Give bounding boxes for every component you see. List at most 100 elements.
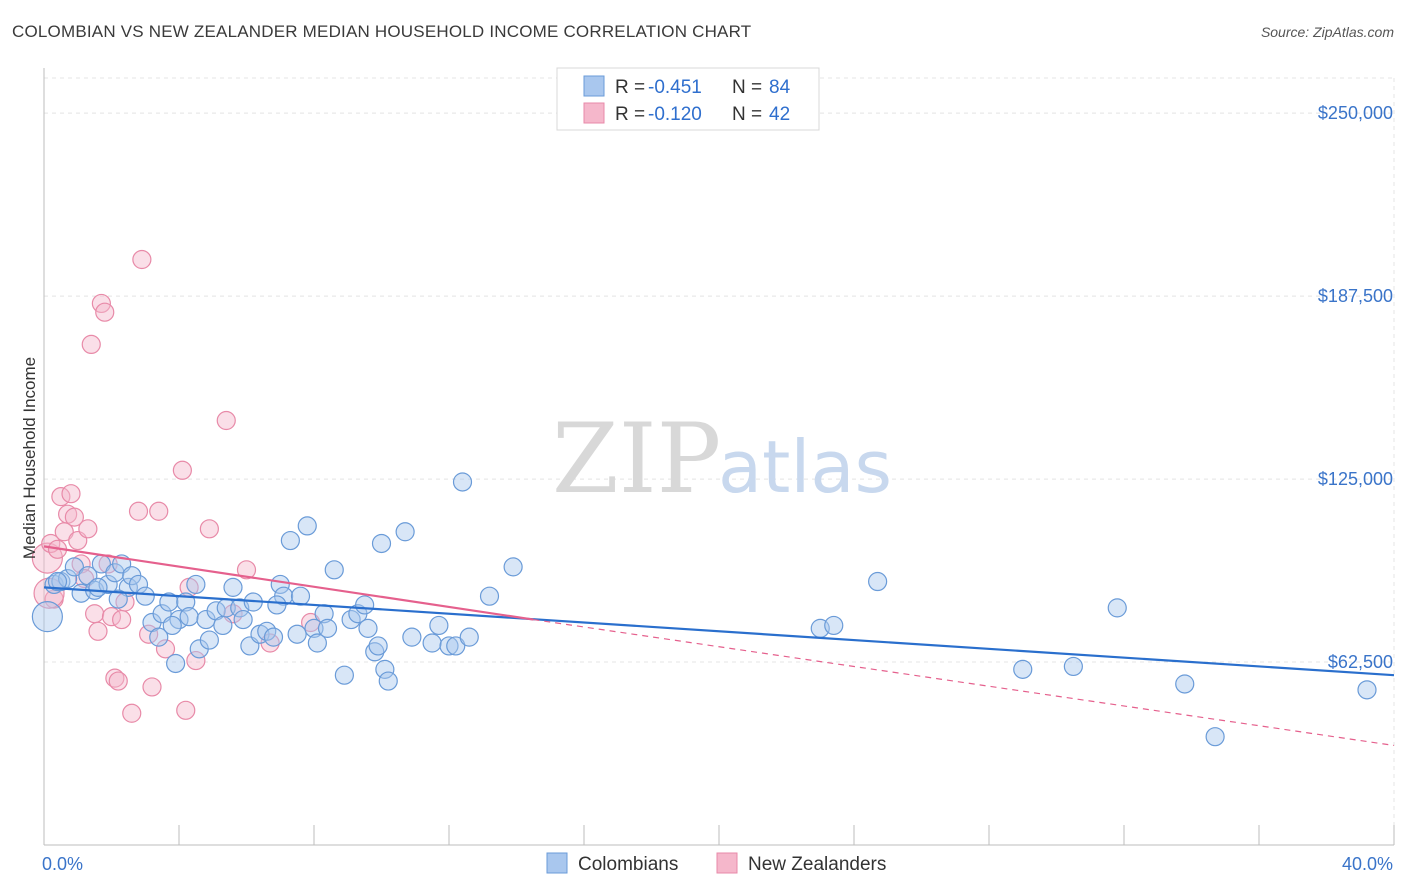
colombians-point-80 — [108, 589, 128, 609]
colombians-point-61 — [422, 633, 442, 653]
colombians-point-75 — [1175, 674, 1195, 694]
watermark-atlas: atlas — [718, 425, 892, 509]
colombians-point-72 — [1013, 659, 1033, 679]
colombians-point-44 — [297, 516, 317, 536]
colombians-point-41 — [280, 530, 300, 551]
colombians-point-19 — [159, 592, 179, 612]
new-zealanders-point-14 — [85, 604, 105, 624]
new-zealanders-trend-line — [43, 545, 534, 621]
bottom-legend-swatch-colombians — [546, 852, 568, 874]
bottom-legend-colombians: Colombians — [578, 854, 678, 875]
new-zealanders-point-24 — [122, 703, 142, 723]
new-zealanders-point-30 — [155, 639, 176, 659]
new-zealanders-point-13 — [81, 334, 101, 355]
legend-swatch-pink — [583, 102, 605, 124]
new-zealanders-point-38 — [236, 560, 257, 580]
colombians-point-55 — [365, 642, 385, 662]
new-zealanders-point-17 — [95, 302, 115, 322]
colombians-point-63 — [439, 636, 459, 656]
watermark-zip: ZIP — [552, 403, 721, 515]
x-tick-label-min: 0.0% — [42, 854, 83, 874]
bottom-legend-swatch-new-zealanders — [716, 852, 738, 874]
series-legend: Colombians New Zealanders — [546, 852, 886, 875]
legend-n-value-1: 84 — [769, 77, 791, 98]
legend-n-label-2: N = — [732, 104, 762, 125]
legend-r-label-1: R = — [615, 77, 645, 98]
source-label: Source: ZipAtlas.com — [1260, 24, 1394, 40]
new-zealanders-point-40 — [301, 612, 321, 633]
colombians-point-78 — [47, 571, 68, 592]
colombians-point-65 — [452, 472, 473, 492]
new-zealanders-point-34 — [186, 650, 206, 671]
colombians-point-62 — [429, 615, 449, 636]
colombians-point-64 — [446, 636, 466, 656]
colombians-point-42 — [287, 624, 307, 644]
correlation-legend: R = -0.451 N = 84 R = -0.120 N = 42 — [556, 67, 820, 131]
new-zealanders-point-36 — [216, 410, 236, 431]
colombians-point-76 — [1205, 727, 1225, 747]
colombians-point-43 — [290, 586, 311, 606]
new-zealanders-point-31 — [172, 460, 192, 480]
colombians-point-0 — [31, 601, 63, 633]
new-zealanders-point-7 — [61, 484, 81, 504]
colombians-point-60 — [402, 627, 422, 647]
new-zealanders-points — [31, 249, 321, 723]
new-zealanders-point-29 — [149, 501, 169, 521]
colombians-point-70 — [824, 615, 844, 636]
new-zealanders-point-25 — [128, 501, 149, 521]
new-zealanders-point-35 — [199, 519, 219, 539]
y-tick-label-2: $187,500 — [1318, 286, 1393, 306]
colombians-point-49 — [324, 560, 344, 580]
colombians-trend-line — [43, 586, 1395, 677]
y-tick-label-3: $250,000 — [1318, 103, 1393, 123]
colombians-point-68 — [503, 557, 523, 577]
legend-n-value-2: 42 — [769, 104, 790, 125]
colombians-point-81 — [162, 615, 182, 636]
colombians-point-73 — [1063, 656, 1083, 677]
colombians-point-53 — [355, 595, 375, 615]
y-axis-label: Median Household Income — [20, 357, 39, 559]
colombians-point-82 — [267, 595, 287, 615]
colombians-point-20 — [166, 653, 186, 674]
new-zealanders-point-20 — [105, 668, 125, 688]
colombians-point-27 — [199, 630, 219, 650]
legend-n-label-1: N = — [732, 77, 762, 98]
legend-swatch-blue — [583, 75, 605, 97]
legend-r-value-1: -0.451 — [648, 77, 702, 98]
colombians-point-24 — [186, 574, 206, 595]
watermark: ZIP atlas — [552, 403, 892, 515]
new-zealanders-point-32 — [176, 700, 196, 720]
regression-lines — [43, 545, 1395, 747]
colombians-point-50 — [334, 665, 354, 685]
colombians-point-31 — [223, 577, 243, 597]
chart-title: COLOMBIAN VS NEW ZEALANDER MEDIAN HOUSEH… — [12, 22, 752, 41]
colombians-point-46 — [307, 633, 327, 653]
colombians-point-83 — [368, 636, 388, 656]
y-tick-label-0: $62,500 — [1328, 652, 1393, 672]
new-zealanders-point-12 — [78, 519, 98, 539]
colombians-point-71 — [868, 571, 888, 592]
colombians-point-79 — [88, 577, 108, 597]
bottom-legend-new-zealanders: New Zealanders — [748, 854, 886, 875]
colombians-point-29 — [213, 615, 233, 636]
colombians-point-67 — [479, 586, 500, 606]
new-zealanders-point-21 — [108, 671, 128, 691]
colombians-point-15 — [135, 586, 155, 606]
colombians-point-45 — [304, 618, 324, 638]
colombians-points — [31, 472, 1377, 747]
colombians-point-74 — [1107, 598, 1127, 618]
colombians-point-54 — [358, 618, 378, 638]
new-zealanders-point-28 — [142, 677, 162, 697]
new-zealanders-point-26 — [132, 249, 152, 270]
y-tick-labels: $62,500 $125,000 $187,500 $250,000 — [1318, 103, 1393, 672]
colombians-point-38 — [263, 627, 284, 647]
new-zealanders-point-15 — [88, 621, 108, 641]
x-tick-label-max: 40.0% — [1342, 854, 1393, 874]
colombians-point-33 — [233, 609, 253, 630]
new-zealanders-point-0 — [31, 542, 63, 574]
colombians-point-66 — [459, 627, 479, 647]
colombians-point-59 — [395, 522, 415, 542]
colombians-point-23 — [179, 607, 199, 627]
new-zealanders-trend-extension — [533, 618, 1395, 747]
